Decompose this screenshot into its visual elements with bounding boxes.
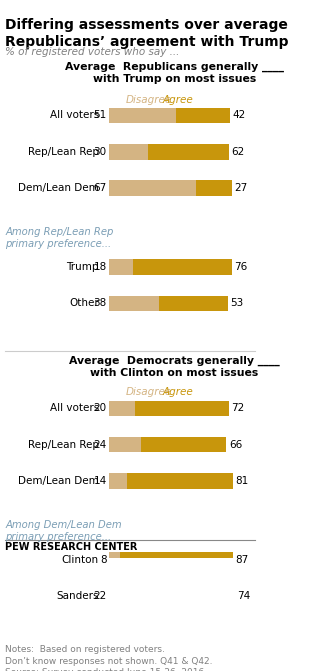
Text: Rep/Lean Rep: Rep/Lean Rep	[28, 147, 99, 157]
Text: Notes:  Based on registered voters.
Don’t know responses not shown. Q41 & Q42.
S: Notes: Based on registered voters. Don’t…	[5, 645, 213, 671]
Bar	[109, 107, 176, 123]
Text: Average  Democrats generally ____
with Clinton on most issues: Average Democrats generally ____ with Cl…	[69, 356, 280, 378]
Bar	[109, 552, 120, 568]
Text: Average  Republicans generally ____
with Trump on most issues: Average Republicans generally ____ with …	[65, 61, 284, 84]
Text: 42: 42	[233, 111, 246, 121]
Text: 66: 66	[229, 440, 242, 450]
Bar	[135, 401, 229, 416]
Text: Dem/Lean Dem: Dem/Lean Dem	[18, 183, 99, 193]
Bar	[109, 401, 135, 416]
Text: All voters: All voters	[50, 111, 99, 121]
Text: Clinton: Clinton	[62, 555, 99, 565]
Text: Among Rep/Lean Rep
primary preference...: Among Rep/Lean Rep primary preference...	[5, 227, 114, 250]
Text: 62: 62	[231, 147, 245, 157]
Text: 51: 51	[93, 111, 107, 121]
Text: Dem/Lean Dem: Dem/Lean Dem	[18, 476, 99, 486]
Bar	[176, 107, 230, 123]
Text: 74: 74	[237, 591, 250, 601]
Text: 53: 53	[230, 299, 243, 309]
Bar	[148, 144, 229, 160]
Bar	[109, 180, 197, 196]
Text: 81: 81	[235, 476, 249, 486]
Bar	[128, 473, 233, 488]
Text: 8: 8	[100, 555, 107, 565]
Bar	[109, 296, 159, 311]
Text: 14: 14	[93, 476, 107, 486]
Text: % of registered voters who say ...: % of registered voters who say ...	[5, 47, 180, 57]
Text: 38: 38	[93, 299, 107, 309]
Text: Trump: Trump	[66, 262, 99, 272]
Bar	[109, 473, 128, 488]
Bar	[109, 260, 133, 275]
Text: 24: 24	[93, 440, 107, 450]
Text: Disagree: Disagree	[126, 95, 172, 105]
Bar	[141, 437, 226, 452]
Bar	[120, 552, 233, 568]
Text: 87: 87	[235, 555, 249, 565]
Text: 22: 22	[93, 591, 107, 601]
Text: Agree: Agree	[163, 387, 194, 397]
Bar	[109, 437, 141, 452]
Text: 30: 30	[94, 147, 107, 157]
Text: 72: 72	[231, 403, 245, 413]
Text: 76: 76	[234, 262, 248, 272]
Text: 20: 20	[94, 403, 107, 413]
Text: PEW RESEARCH CENTER: PEW RESEARCH CENTER	[5, 542, 138, 552]
Bar	[133, 260, 231, 275]
Text: 18: 18	[93, 262, 107, 272]
Bar	[197, 180, 231, 196]
Text: Agree: Agree	[163, 95, 194, 105]
Text: Rep/Lean Rep: Rep/Lean Rep	[28, 440, 99, 450]
Bar	[109, 144, 148, 160]
Text: 67: 67	[93, 183, 107, 193]
Text: 27: 27	[234, 183, 248, 193]
Bar	[109, 588, 138, 604]
Text: Other: Other	[69, 299, 99, 309]
Text: Disagree: Disagree	[126, 387, 172, 397]
Bar	[138, 588, 234, 604]
Text: Sanders: Sanders	[56, 591, 99, 601]
Bar	[159, 296, 228, 311]
Text: Differing assessments over average
Republicans’ agreement with Trump: Differing assessments over average Repub…	[5, 18, 289, 49]
Text: Among Dem/Lean Dem
primary preference...: Among Dem/Lean Dem primary preference...	[5, 520, 122, 542]
Text: All voters: All voters	[50, 403, 99, 413]
